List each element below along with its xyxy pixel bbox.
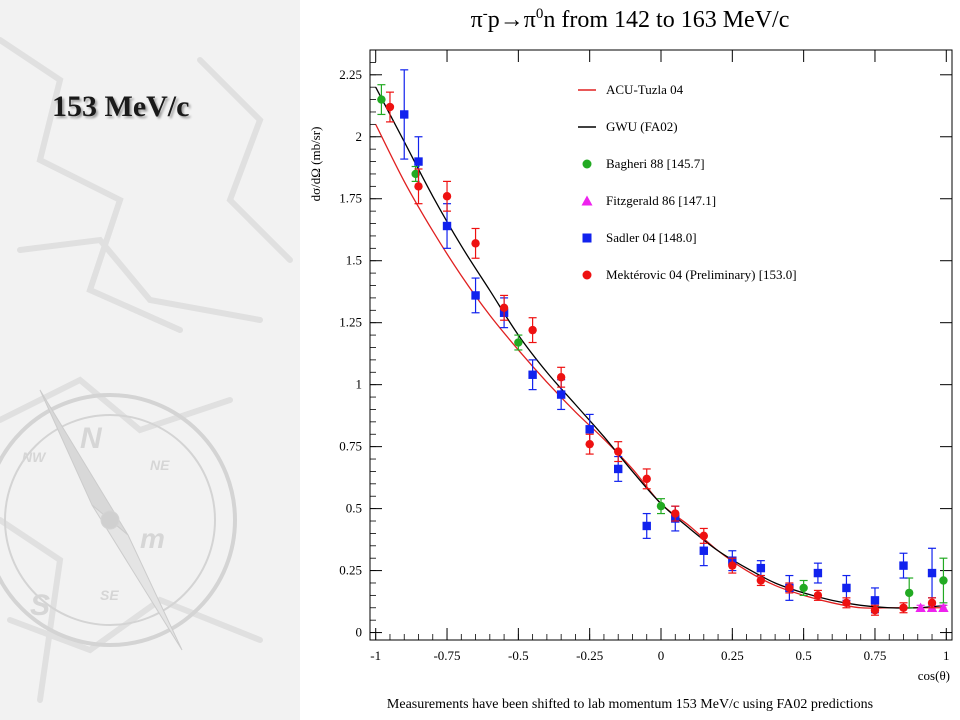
svg-text:m: m [140, 523, 165, 554]
x-tick-label: 0.5 [796, 648, 812, 663]
legend-label: Fitzgerald 86 [147.1] [606, 193, 716, 208]
data-point [614, 464, 623, 474]
data-point [842, 598, 851, 608]
data-point [411, 169, 420, 179]
data-point [442, 221, 452, 231]
data-point [585, 439, 594, 449]
legend-marker [581, 195, 593, 206]
data-point [870, 606, 880, 615]
y-tick-label: 0.25 [339, 563, 362, 578]
data-point [799, 583, 808, 593]
data-point [938, 602, 949, 612]
axes: -1 -0.75 -0.5 -0.25 0 0.25 0.5 0.75 1 0 0.25 0.5 0.7… [339, 50, 952, 663]
series-fitzgerald [915, 602, 949, 612]
series-bagheri [377, 84, 948, 609]
x-tick-label: 0.75 [864, 648, 887, 663]
footnote: Measurements have been shifted to lab mo… [386, 697, 874, 712]
data-point [528, 370, 537, 379]
data-points [377, 69, 949, 616]
x-tick-label: 0 [658, 648, 665, 663]
data-point [556, 390, 566, 399]
slide-heading: 153 MeV/c [52, 90, 190, 123]
data-point [471, 291, 480, 300]
data-point [642, 474, 651, 484]
x-tick-label: 1 [943, 648, 950, 663]
chart-title: π-p→π0n from 142 to 163 MeV/c [470, 6, 790, 33]
svg-text:NW: NW [22, 449, 47, 465]
data-point [699, 531, 708, 541]
data-point [915, 602, 926, 612]
data-point [927, 598, 937, 608]
x-tick-label: -1 [370, 648, 381, 663]
compass-background: N m S NW NE SE [0, 0, 300, 720]
legend-marker [582, 270, 592, 280]
legend-label: Sadler 04 [148.0] [606, 230, 697, 245]
y-tick-label: 2 [356, 129, 363, 144]
x-tick-label: 0.25 [721, 648, 744, 663]
data-point [499, 303, 509, 313]
legend-marker [582, 233, 592, 243]
data-point [756, 563, 766, 573]
legend-label: GWU (FA02) [606, 119, 678, 134]
legend-label: Mektérovic 04 (Preliminary) [153.0] [606, 267, 797, 282]
data-point [699, 546, 708, 555]
data-point [614, 447, 623, 456]
y-tick-label: 0 [356, 625, 363, 640]
y-tick-label: 1.75 [339, 191, 362, 206]
data-point [899, 603, 908, 612]
legend: ACU-Tuzla 04 GWU (FA02) Bagheri 88 [145.7]… [578, 82, 797, 282]
data-point [899, 561, 908, 570]
y-tick-label: 0.75 [339, 439, 362, 454]
data-point [728, 561, 737, 570]
data-point [939, 576, 948, 585]
data-point [528, 325, 537, 335]
data-point [385, 102, 395, 112]
data-point [671, 509, 680, 518]
x-tick-label: -0.25 [576, 648, 603, 663]
data-point [785, 583, 794, 593]
cross-section-plot: -1 -0.75 -0.5 -0.25 0 0.25 0.5 0.75 1 0 0.25 0.5 0.7… [308, 49, 953, 683]
plot-frame [369, 49, 953, 641]
series-mektérovic [385, 91, 937, 616]
data-point [656, 501, 666, 511]
data-point [585, 425, 594, 434]
data-point [870, 596, 880, 605]
y-tick-label: 1.5 [346, 253, 362, 268]
legend-marker [582, 159, 592, 169]
legend-label: Bagheri 88 [145.7] [606, 156, 705, 171]
y-axis-label: dσ/dΩ (mb/sr) [308, 127, 323, 202]
y-tick-label: 2.25 [339, 67, 362, 82]
data-point [377, 95, 386, 104]
data-point [414, 182, 423, 191]
compass-icon [0, 389, 237, 651]
data-point [927, 568, 937, 578]
svg-text:SE: SE [100, 587, 119, 603]
data-point [756, 576, 766, 585]
data-point [514, 338, 523, 347]
x-axis-label: cos(θ) [918, 668, 950, 683]
data-point [414, 157, 423, 166]
svg-text:NE: NE [150, 457, 170, 473]
data-point [813, 568, 823, 578]
y-tick-label: 0.5 [346, 501, 362, 516]
y-tick-label: 1 [356, 377, 363, 392]
data-point [442, 192, 452, 201]
data-point [556, 373, 566, 382]
svg-text:S: S [30, 589, 50, 622]
y-tick-label: 1.25 [339, 315, 362, 330]
svg-text:N: N [80, 422, 103, 455]
data-point [842, 583, 851, 593]
legend-label: ACU-Tuzla 04 [606, 82, 684, 97]
data-point [905, 588, 914, 598]
data-point [471, 239, 480, 248]
data-point [400, 110, 409, 119]
x-tick-label: -0.5 [508, 648, 529, 663]
data-point [642, 521, 651, 531]
x-tick-label: -0.75 [433, 648, 460, 663]
data-point [813, 591, 823, 600]
